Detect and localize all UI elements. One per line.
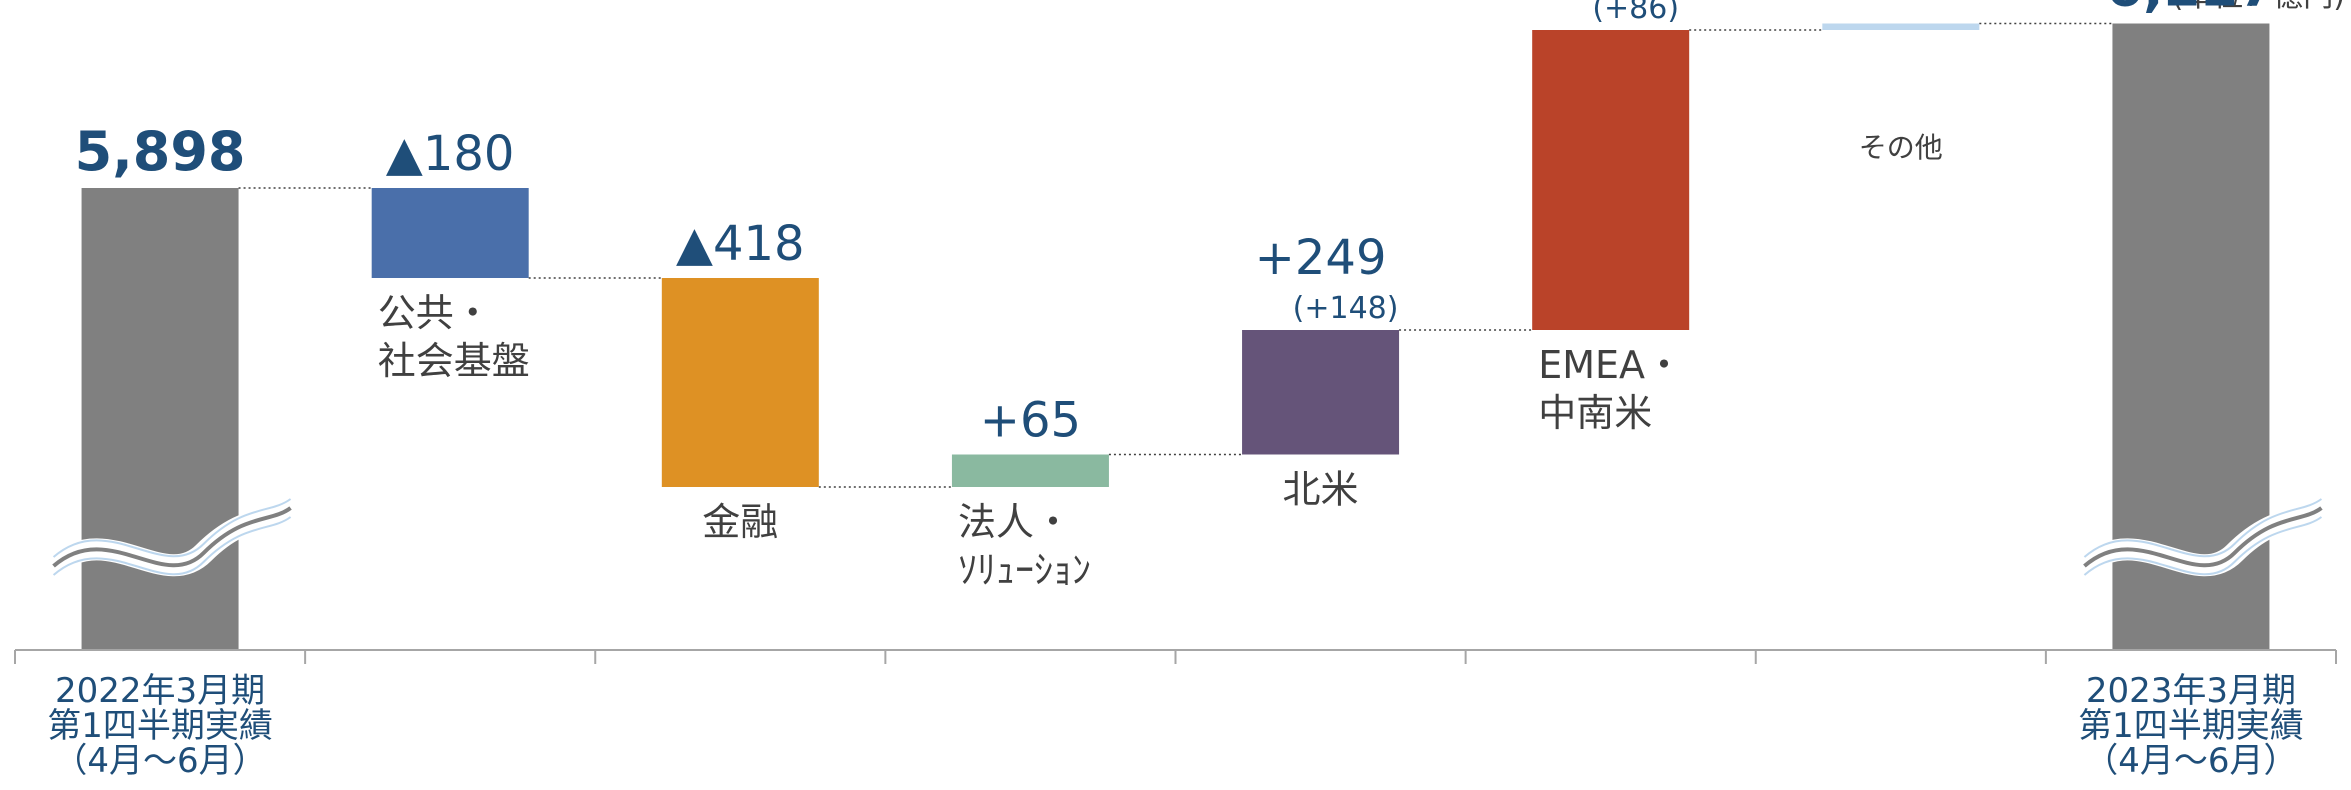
bar-2 [661, 278, 819, 487]
value-label-0: 5,898 [75, 120, 246, 183]
axis-breaks [46, 498, 2329, 577]
bars [81, 23, 2270, 650]
sub-label-5: (+86) [1592, 0, 1679, 26]
value-labels: 5,898▲180▲418+65+249(+148)+600(+86)6,227 [75, 0, 2277, 449]
axis-break-7 [2077, 498, 2329, 577]
category-label-4: 北米 [1283, 468, 1359, 512]
category-label-0: 2022年3月期第1四半期実績（4月～6月） [47, 671, 273, 781]
value-label-7: 6,227 [2106, 0, 2277, 19]
sub-label-4: (+148) [1293, 291, 1399, 326]
connector-lines [238, 22, 2113, 488]
unit-label: (単位：億円) [2172, 0, 2345, 14]
category-label-5: EMEA・中南米 [1538, 343, 1683, 435]
value-label-2: ▲418 [676, 216, 805, 272]
value-label-4: +249 [1255, 230, 1387, 286]
bar-4 [1242, 330, 1400, 455]
bar-5 [1532, 30, 1690, 330]
bar-3 [951, 454, 1109, 487]
axis-break-0 [46, 498, 298, 577]
bar-6 [1822, 23, 1980, 30]
category-label-3: 法人・ｿﾘｭｰｼｮﾝ [958, 500, 1091, 592]
category-label-7: 2023年3月期第1四半期実績（4月～6月） [2078, 671, 2304, 781]
category-label-2: 金融 [702, 500, 778, 544]
bar-1 [371, 188, 529, 278]
x-axis [14, 649, 2337, 664]
category-label-6: その他 [1859, 131, 1943, 164]
value-label-3: +65 [980, 393, 1081, 449]
value-label-1: ▲180 [386, 126, 515, 182]
category-label-1: 公共・社会基盤 [378, 291, 530, 383]
bar-0 [81, 188, 239, 650]
